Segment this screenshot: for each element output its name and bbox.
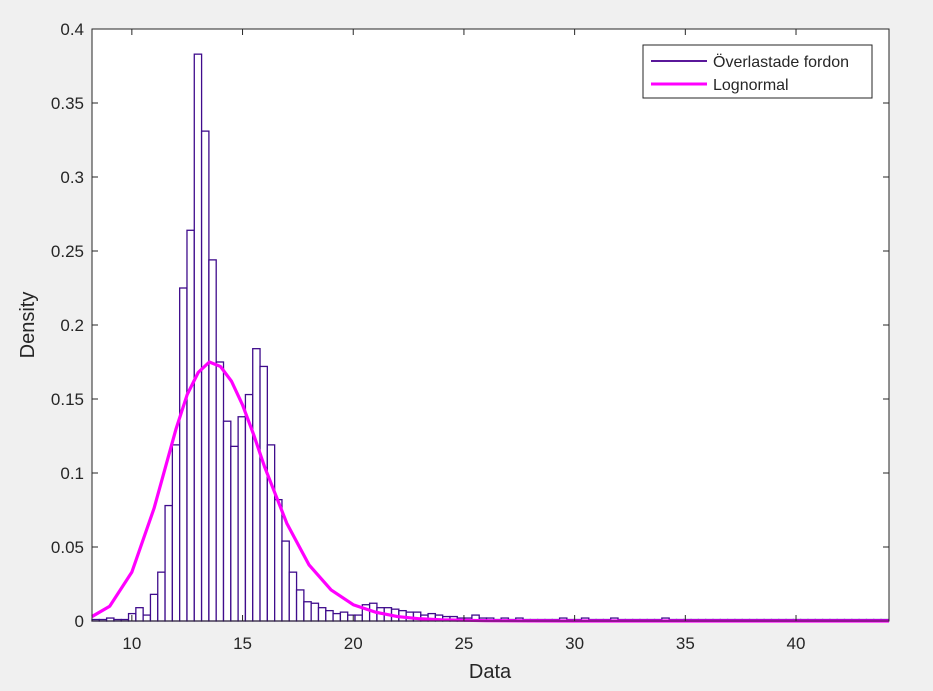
- histogram-bar: [171, 444, 181, 622]
- y-axis-ticks: 0 0.05 0.1 0.15 0.2 0.25 0.3 0.35 0.4: [51, 20, 889, 631]
- x-axis-label: Data: [469, 661, 512, 683]
- x-tick-label: 30: [565, 634, 584, 653]
- y-tick-label: 0.15: [51, 390, 84, 409]
- histogram-bar: [222, 420, 232, 622]
- histogram-bar: [215, 361, 225, 622]
- x-tick-label: 25: [454, 634, 473, 653]
- y-tick-label: 0: [75, 612, 84, 631]
- y-tick-label: 0.25: [51, 242, 84, 261]
- histogram-bar: [230, 445, 239, 622]
- histogram-bar: [317, 607, 327, 622]
- legend-box: [642, 44, 873, 99]
- histogram-bar: [200, 130, 210, 622]
- histogram-bar: [193, 53, 203, 622]
- histogram-bar: [252, 348, 261, 622]
- histogram-bar: [259, 365, 268, 622]
- y-tick-label: 0.2: [60, 316, 84, 335]
- x-axis-ticks: 10 15 20 25 30 35 40: [122, 29, 805, 653]
- x-tick-label: 35: [676, 634, 695, 653]
- histogram-bar: [310, 602, 320, 622]
- histogram-bar: [288, 571, 298, 622]
- y-tick-label: 0.35: [51, 94, 84, 113]
- legend-label-histogram: Överlastade fordon: [713, 53, 849, 71]
- histogram-bar: [186, 229, 195, 622]
- histogram-bar: [273, 498, 283, 622]
- histogram-bar: [135, 607, 144, 622]
- y-axis-label: Density: [17, 292, 39, 359]
- y-tick-label: 0.05: [51, 538, 84, 557]
- legend-label-lognormal: Lognormal: [713, 77, 789, 94]
- y-tick-label: 0.4: [60, 20, 84, 39]
- histogram-bar: [295, 589, 305, 622]
- x-tick-label: 40: [787, 634, 806, 653]
- histogram-bar: [332, 612, 342, 622]
- legend: Överlastade fordon Lognormal: [642, 44, 873, 99]
- histogram-bar: [208, 259, 217, 622]
- histogram-bar: [157, 571, 166, 622]
- histogram-bar: [237, 416, 247, 622]
- y-tick-label: 0.1: [60, 464, 84, 483]
- histogram-bar: [303, 601, 312, 622]
- histogram-bar: [179, 287, 188, 622]
- histogram-bar: [164, 504, 174, 622]
- histogram-bar: [266, 444, 276, 622]
- x-tick-label: 10: [122, 634, 141, 653]
- histogram-bar: [281, 540, 290, 622]
- histogram-bar: [347, 614, 356, 622]
- x-tick-label: 15: [233, 634, 252, 653]
- x-tick-label: 20: [344, 634, 363, 653]
- histogram-bar: [354, 614, 363, 622]
- histogram-bar: [325, 609, 334, 622]
- histogram-bar: [339, 611, 349, 622]
- histogram-bar: [149, 593, 159, 622]
- y-tick-label: 0.3: [60, 168, 84, 187]
- histogram-bar: [142, 614, 152, 622]
